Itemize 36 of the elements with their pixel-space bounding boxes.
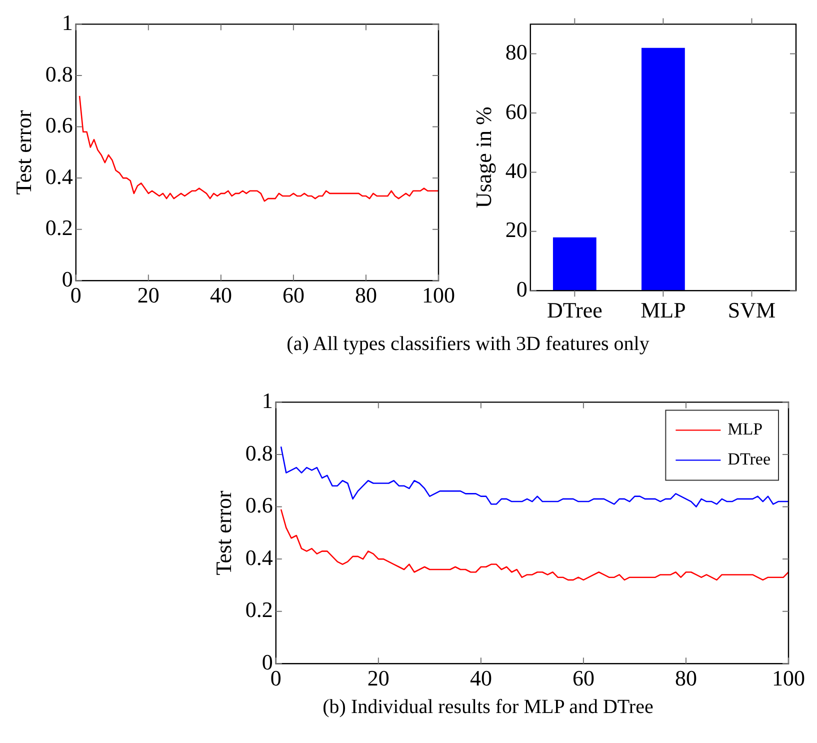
y-tick-label: 0.8 [245, 440, 273, 466]
y-tick-label: 0.2 [245, 597, 273, 622]
y-tick-label: 0.2 [45, 215, 73, 240]
x-tick-label: 100 [772, 666, 805, 691]
text: (a) All types classifiers with 3D features only [286, 333, 650, 356]
y-tick-label: 80 [505, 40, 528, 65]
text: (b) Individual results for MLP and DTree [322, 696, 654, 719]
x-tick-label: 20 [367, 666, 390, 691]
x-tick-label: 40 [210, 282, 232, 308]
x-tick-label: 80 [674, 666, 697, 691]
y-tick-label: 1 [62, 10, 73, 35]
y-tick-label: 60 [505, 98, 528, 124]
legend-label: DTree [728, 450, 771, 469]
x-tick-label: 60 [282, 282, 304, 308]
y-tick-label: 0.4 [245, 544, 273, 570]
x-tick-label: 80 [354, 282, 377, 308]
y-axis-title: Test error [210, 490, 236, 576]
y-tick-label: 20 [505, 217, 528, 242]
x-tick-label: 20 [137, 282, 160, 308]
y-axis-title: Test error [10, 109, 36, 195]
y-tick-label: 0.4 [45, 164, 73, 189]
y-tick-label: 0.6 [245, 492, 273, 518]
x-tick-label: 40 [470, 666, 492, 691]
y-tick-label: 40 [505, 158, 528, 183]
legend-label: MLP [728, 420, 763, 439]
y-tick-label: 0 [62, 266, 73, 292]
y-axis-title: Usage in % [470, 106, 496, 208]
y-tick-label: 1 [262, 388, 273, 413]
y-tick-label: 0.8 [45, 61, 73, 86]
x-tick-label: MLP [640, 298, 686, 323]
y-tick-label: 0.6 [45, 112, 73, 138]
x-tick-label: DTree [546, 298, 602, 323]
x-tick-label: SVM [728, 298, 776, 323]
x-tick-label: 60 [572, 666, 594, 691]
y-tick-label: 0 [262, 649, 273, 674]
x-tick-label: 100 [422, 282, 455, 308]
